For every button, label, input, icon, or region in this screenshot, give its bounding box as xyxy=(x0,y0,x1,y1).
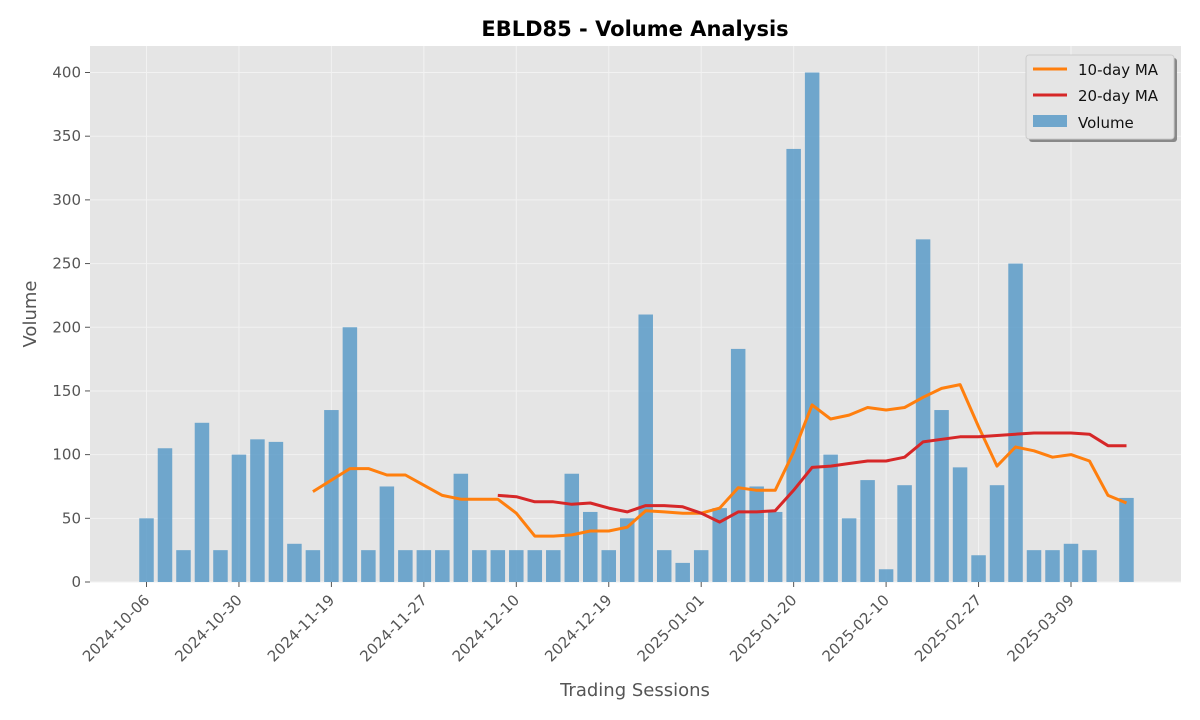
volume-bar xyxy=(730,348,746,582)
legend: 10-day MA 20-day MA Volume xyxy=(1025,54,1177,142)
x-axis-label: Trading Sessions xyxy=(559,680,710,701)
legend-label-10-day-ma: 10-day MA xyxy=(1078,61,1159,79)
volume-bar xyxy=(139,518,154,582)
volume-bar xyxy=(305,550,321,582)
line-10-day-ma xyxy=(312,383,1128,538)
legend-label-20-day-ma: 20-day MA xyxy=(1078,87,1159,105)
x-tick-label: 2024-11-19 xyxy=(264,591,338,665)
volume-bar xyxy=(213,550,228,582)
volume-bar xyxy=(564,473,580,582)
x-tick-label: 2025-01-01 xyxy=(634,591,708,665)
x-tick-label: 2025-02-10 xyxy=(819,591,893,665)
volume-bar xyxy=(656,550,672,582)
volume-bar xyxy=(1026,550,1042,582)
volume-bar xyxy=(952,467,968,582)
volume-bar xyxy=(693,550,709,582)
volume-bars xyxy=(139,72,1134,583)
volume-bar xyxy=(342,327,358,582)
volume-bar xyxy=(878,569,894,582)
volume-bar xyxy=(1082,550,1097,582)
volume-bar xyxy=(583,511,598,582)
volume-bar xyxy=(675,562,690,582)
volume-bar xyxy=(1063,543,1079,582)
volume-bar xyxy=(786,148,801,583)
volume-bar xyxy=(379,486,395,582)
volume-bar xyxy=(712,508,727,582)
volume-bar xyxy=(490,550,506,582)
volume-bar xyxy=(361,550,376,582)
chart-title: EBLD85 - Volume Analysis xyxy=(481,17,788,41)
volume-bar xyxy=(546,550,561,582)
x-tick-label: 2025-02-27 xyxy=(911,591,985,665)
volume-bar xyxy=(767,511,783,582)
y-axis-ticks: 0 50 100 150 200 250 300 350 400 xyxy=(52,64,90,591)
x-tick-label: 2024-10-30 xyxy=(171,591,245,665)
volume-bar xyxy=(194,422,210,582)
volume-bar xyxy=(453,473,469,582)
volume-bar xyxy=(157,448,173,582)
volume-bar xyxy=(231,454,247,582)
volume-bar xyxy=(804,72,820,582)
volume-bar xyxy=(250,439,265,582)
y-tick-label: 100 xyxy=(52,446,81,464)
y-tick-label: 400 xyxy=(52,64,81,82)
volume-bar xyxy=(841,518,857,582)
y-tick-label: 200 xyxy=(52,318,81,336)
volume-bar xyxy=(1008,263,1023,582)
volume-bar xyxy=(527,550,543,582)
x-tick-label: 2025-03-09 xyxy=(1003,591,1077,665)
y-tick-label: 50 xyxy=(62,509,81,527)
volume-bar xyxy=(971,555,986,582)
x-axis-ticks: 2024-10-06 2024-10-30 2024-11-19 2024-11-27… xyxy=(79,582,1078,665)
line-20-day-ma xyxy=(497,431,1127,524)
volume-bar xyxy=(176,550,191,582)
volume-bar xyxy=(398,550,413,582)
volume-bar xyxy=(619,518,635,582)
y-tick-label: 150 xyxy=(52,382,81,400)
volume-bar xyxy=(915,239,931,582)
volume-bar xyxy=(638,314,653,582)
y-tick-label: 250 xyxy=(52,255,81,273)
volume-bar xyxy=(860,480,875,582)
volume-bar xyxy=(749,486,764,582)
volume-bar xyxy=(324,410,339,582)
x-tick-label: 2024-12-10 xyxy=(449,591,523,665)
volume-bar xyxy=(287,543,302,582)
volume-bar xyxy=(601,550,616,582)
moving-average-lines xyxy=(312,383,1128,538)
volume-bar xyxy=(989,485,1005,582)
volume-bar xyxy=(435,550,450,582)
volume-bar xyxy=(1045,550,1060,582)
volume-bar xyxy=(416,550,432,582)
y-tick-label: 350 xyxy=(52,127,81,145)
volume-bar xyxy=(472,550,487,582)
legend-swatch-volume xyxy=(1033,115,1067,127)
volume-bar xyxy=(823,454,838,582)
volume-bar xyxy=(897,485,912,582)
x-tick-label: 2024-10-06 xyxy=(79,591,153,665)
y-tick-label: 300 xyxy=(52,191,81,209)
x-tick-label: 2025-01-20 xyxy=(726,591,800,665)
legend-label-volume: Volume xyxy=(1078,114,1134,132)
x-tick-label: 2024-12-19 xyxy=(541,591,615,665)
y-axis-label: Volume xyxy=(20,281,41,348)
y-tick-label: 0 xyxy=(71,573,81,591)
volume-bar xyxy=(1119,497,1134,582)
volume-bar xyxy=(268,441,284,582)
x-tick-label: 2024-11-27 xyxy=(356,591,430,665)
volume-bar xyxy=(509,550,524,582)
volume-bar xyxy=(934,410,949,582)
